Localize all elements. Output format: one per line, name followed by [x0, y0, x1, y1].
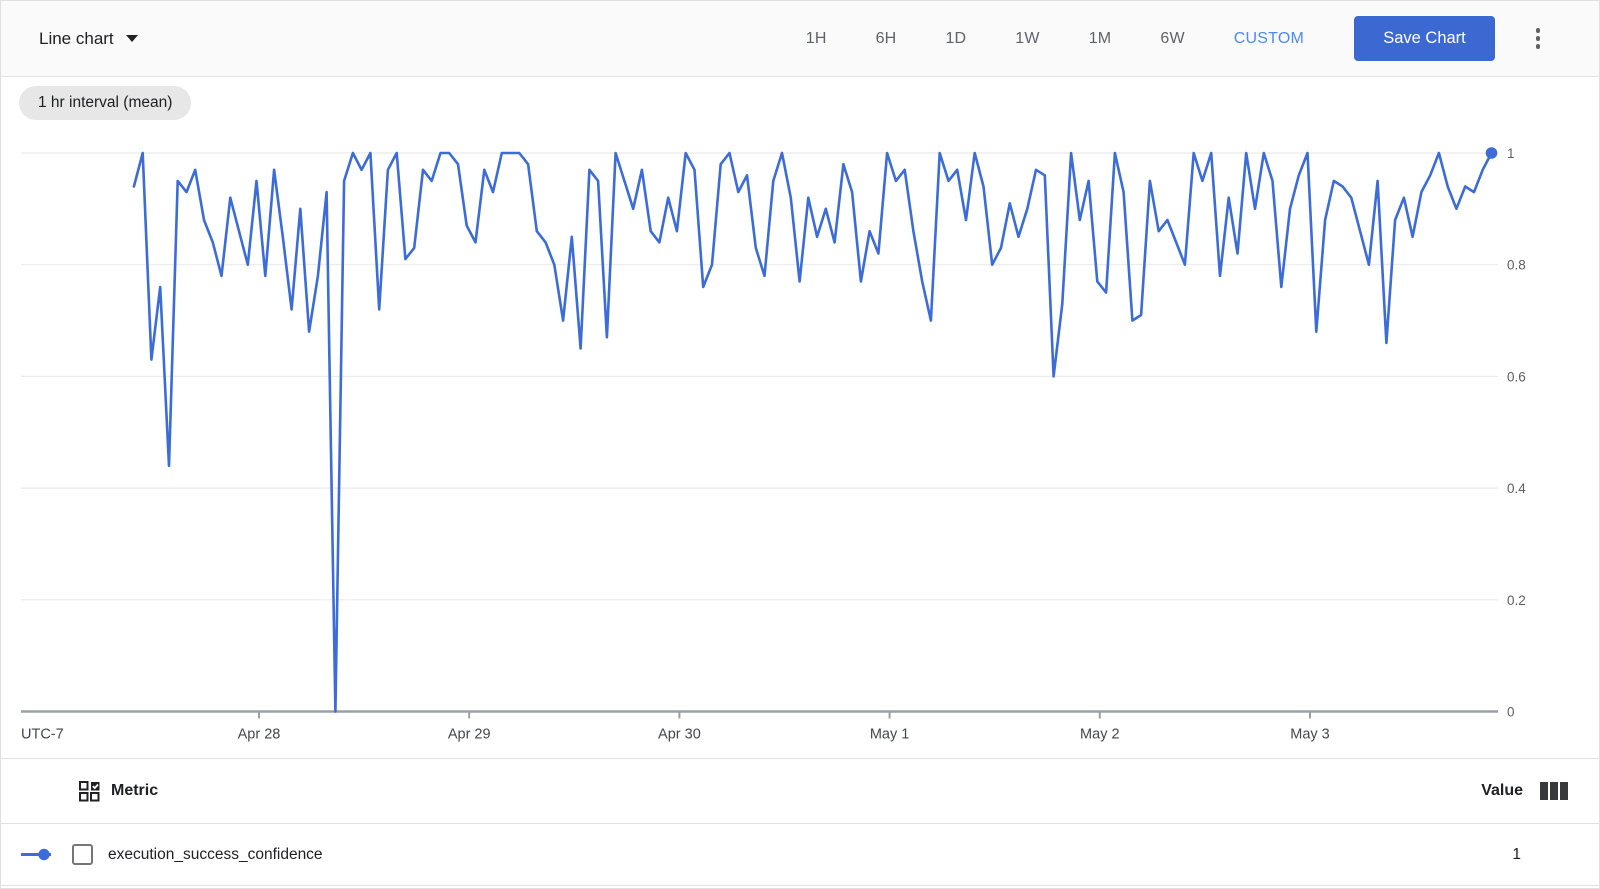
y-tick-label: 1 — [1507, 146, 1515, 161]
range-button-custom[interactable]: CUSTOM — [1233, 29, 1304, 47]
x-tick-label: Apr 29 — [448, 727, 491, 743]
range-button-1m[interactable]: 1M — [1088, 29, 1112, 47]
metric-row-label: execution_success_confidence — [108, 845, 323, 863]
range-button-6h[interactable]: 6H — [875, 29, 897, 47]
latest-point-marker[interactable] — [1485, 147, 1498, 159]
x-tick-label: May 2 — [1080, 727, 1120, 743]
timezone-label: UTC-7 — [21, 727, 64, 743]
series-legend-swatch — [21, 848, 51, 861]
metric-header: Metric — [78, 780, 158, 803]
x-tick-label: Apr 28 — [238, 727, 281, 743]
chart-type-dropdown[interactable]: Line chart — [39, 29, 138, 49]
more-options-icon[interactable] — [1525, 19, 1551, 59]
y-tick-label: 0.2 — [1507, 593, 1526, 608]
range-button-1d[interactable]: 1D — [945, 29, 967, 47]
interval-chip[interactable]: 1 hr interval (mean) — [19, 86, 192, 120]
metric-row-value: 1 — [1512, 845, 1521, 863]
legend-table: Metric Value execution_success_confidenc… — [1, 758, 1599, 886]
chevron-down-icon — [125, 35, 138, 42]
save-chart-button[interactable]: Save Chart — [1354, 16, 1495, 61]
time-range-group: 1H 6H 1D 1W 1M 6W CUSTOM — [806, 30, 1304, 48]
chart-type-label: Line chart — [39, 28, 114, 48]
y-tick-label: 0.8 — [1507, 258, 1526, 273]
series-line — [132, 151, 1493, 713]
value-header-label: Value — [1481, 782, 1523, 799]
value-header: Value — [1481, 782, 1569, 800]
columns-icon[interactable] — [1540, 782, 1569, 800]
metric-row[interactable]: execution_success_confidence 1 — [1, 824, 1599, 886]
y-tick-label: 0 — [1507, 705, 1515, 720]
range-button-1w[interactable]: 1W — [1015, 29, 1040, 47]
y-tick-label: 0.4 — [1507, 481, 1526, 496]
toolbar: Line chart 1H 6H 1D 1W 1M 6W CUSTOM Save… — [1, 1, 1599, 77]
legend-table-header: Metric Value — [1, 758, 1599, 824]
x-tick-label: May 3 — [1290, 727, 1330, 743]
range-button-6w[interactable]: 6W — [1160, 29, 1185, 47]
metric-header-label: Metric — [111, 782, 159, 799]
metric-row-checkbox[interactable] — [72, 844, 93, 865]
metric-selector-icon[interactable] — [78, 780, 101, 803]
range-button-1h[interactable]: 1H — [805, 29, 827, 47]
x-tick-label: Apr 30 — [658, 727, 701, 743]
chart-canvas[interactable]: 1 0.8 0.6 0.4 0.2 0 Apr 28 Apr 29 Apr 30 May 1 May… — [1, 131, 1600, 751]
toolbar-right: 1H 6H 1D 1W 1M 6W CUSTOM Save Chart — [806, 16, 1551, 61]
y-tick-label: 0.6 — [1507, 369, 1526, 384]
x-tick-label: May 1 — [870, 727, 910, 743]
interval-chip-label: 1 hr interval (mean) — [38, 94, 173, 111]
